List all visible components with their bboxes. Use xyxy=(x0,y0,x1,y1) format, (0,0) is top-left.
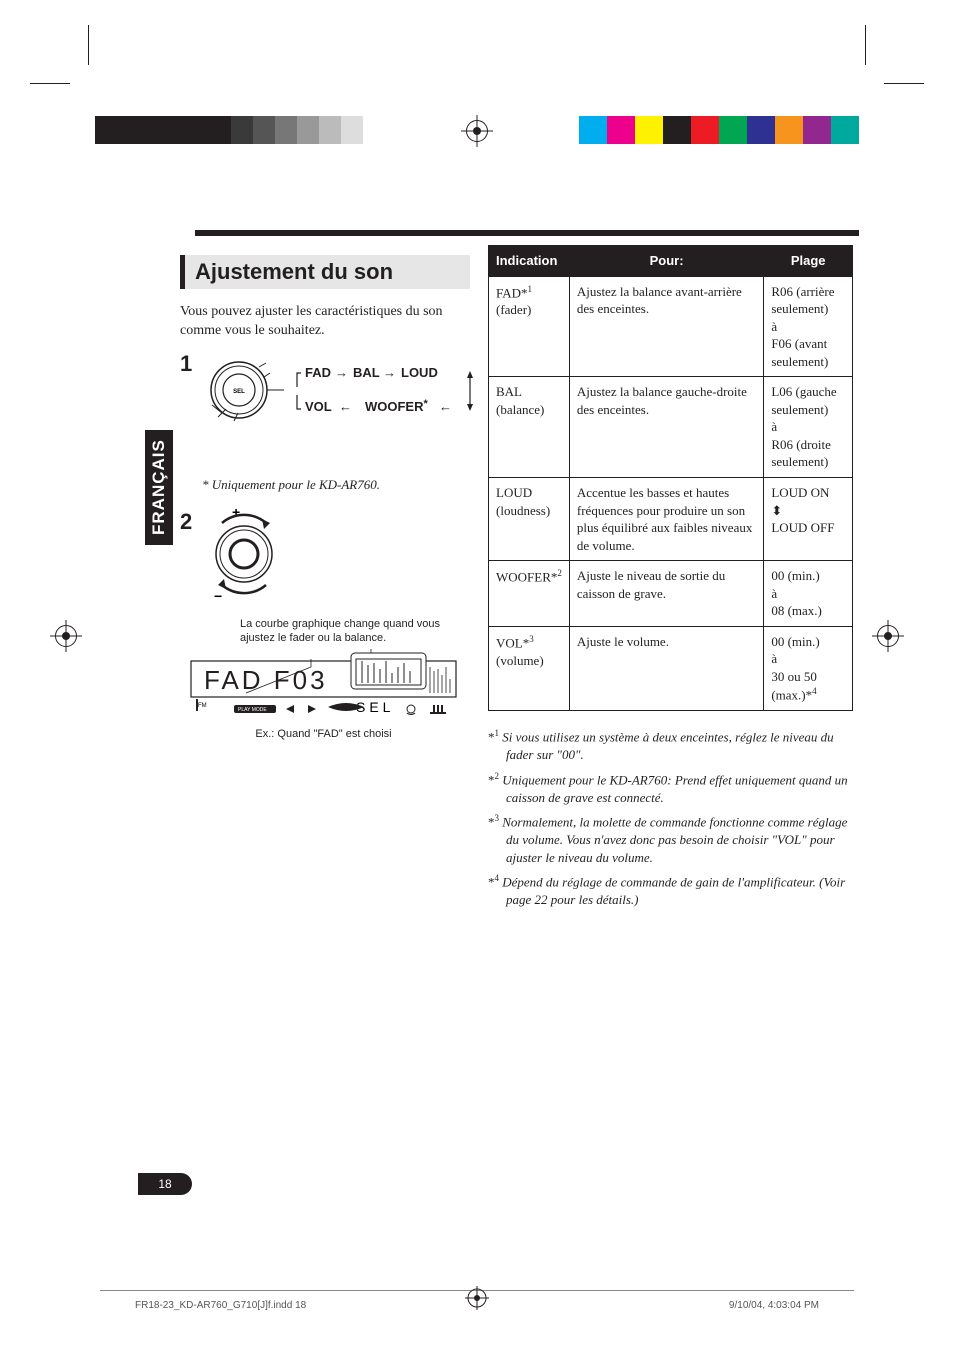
cell-pour: Ajuste le volume. xyxy=(569,626,763,711)
cell-pour: Ajuste le niveau de sortie du caisson de… xyxy=(569,561,763,627)
arrow-icon: → xyxy=(383,365,396,380)
color-swatch xyxy=(663,116,691,144)
step-2: 2 + − xyxy=(180,509,470,609)
language-tab: FRANÇAIS xyxy=(145,430,173,545)
footnote: *3 Normalement, la molette de commande f… xyxy=(488,812,853,866)
curve-note: La courbe graphique change quand vous aj… xyxy=(240,617,470,646)
cell-plage: L06 (gauche seulement)àR06 (droite seule… xyxy=(764,377,853,478)
color-swatch xyxy=(747,116,775,144)
gray-swatch xyxy=(129,116,163,144)
svg-text:FM: FM xyxy=(198,703,207,709)
color-swatch xyxy=(635,116,663,144)
color-bars-left xyxy=(95,116,363,144)
svg-text:SEL: SEL xyxy=(233,389,245,395)
gray-swatch xyxy=(95,116,129,144)
cell-pour: Ajustez la balance avant-arrière des enc… xyxy=(569,276,763,377)
gray-swatch xyxy=(197,116,231,144)
flow-vol: VOL xyxy=(305,399,332,414)
flow-loud: LOUD xyxy=(401,365,438,380)
th-plage: Plage xyxy=(764,246,853,277)
cell-indication: FAD*1(fader) xyxy=(489,276,570,377)
gray-swatch xyxy=(341,116,363,144)
arrow-icon: ← xyxy=(439,399,452,414)
display-caption: Ex.: Quand "FAD" est choisi xyxy=(186,728,461,740)
gray-swatch xyxy=(231,116,253,144)
section-title: Ajustement du son xyxy=(195,259,470,285)
th-indication: Indication xyxy=(489,246,570,277)
registration-target-right xyxy=(877,625,899,647)
cell-indication: LOUD(loudness) xyxy=(489,478,570,561)
right-column: Indication Pour: Plage FAD*1(fader)Ajust… xyxy=(488,245,853,915)
color-swatch xyxy=(775,116,803,144)
gray-swatch xyxy=(275,116,297,144)
svg-text:−: − xyxy=(214,588,222,604)
settings-table: Indication Pour: Plage FAD*1(fader)Ajust… xyxy=(488,245,853,711)
arrow-icon: ← xyxy=(339,399,352,414)
flow-bal: BAL xyxy=(353,365,380,380)
flow-fad: FAD xyxy=(305,365,331,380)
color-bars-right xyxy=(579,116,859,144)
color-swatch xyxy=(719,116,747,144)
footer-filename: FR18-23_KD-AR760_G710[J]f.indd 18 xyxy=(135,1300,306,1311)
color-swatch xyxy=(691,116,719,144)
color-swatch xyxy=(579,116,607,144)
svg-text:PLAY MODE: PLAY MODE xyxy=(238,707,267,713)
crop-corner-tl xyxy=(30,25,90,85)
table-row: LOUD(loudness)Accentue les basses et hau… xyxy=(489,478,853,561)
color-swatch xyxy=(607,116,635,144)
gray-swatch xyxy=(163,116,197,144)
cell-indication: WOOFER*2 xyxy=(489,561,570,627)
table-header-row: Indication Pour: Plage xyxy=(489,246,853,277)
footnote-asterisk: * Uniquement pour le KD-AR760. xyxy=(202,477,470,493)
cell-plage: R06 (arrière seulement)àF06 (avant seule… xyxy=(764,276,853,377)
step-1-number: 1 xyxy=(180,351,192,377)
cell-pour: Accentue les basses et hautes fréquences… xyxy=(569,478,763,561)
intro-text: Vous pouvez ajuster les caractéristiques… xyxy=(180,303,470,341)
section-title-box: Ajustement du son xyxy=(180,255,470,289)
header-rule xyxy=(195,230,859,236)
gray-swatch xyxy=(253,116,275,144)
footer-timestamp: 9/10/04, 4:03:04 PM xyxy=(729,1300,819,1311)
registration-target-bottom xyxy=(465,1286,489,1315)
footnote: *1 Si vous utilisez un système à deux en… xyxy=(488,727,853,763)
radio-display: FAD F03 SEL FM xyxy=(186,649,461,740)
cell-plage: 00 (min.)à30 ou 50 (max.)*4 xyxy=(764,626,853,711)
cell-pour: Ajustez la balance gauche-droite des enc… xyxy=(569,377,763,478)
color-swatch xyxy=(803,116,831,144)
gray-swatch xyxy=(297,116,319,144)
th-pour: Pour: xyxy=(569,246,763,277)
cell-indication: BAL(balance) xyxy=(489,377,570,478)
flow-woofer: WOOFER* xyxy=(365,399,428,414)
step-1: 1 SEL xyxy=(180,355,470,465)
cell-plage: 00 (min.)à08 (max.) xyxy=(764,561,853,627)
footnote: *2 Uniquement pour le KD-AR760: Prend ef… xyxy=(488,770,853,806)
gray-swatch xyxy=(319,116,341,144)
cell-plage: LOUD ON⬍LOUD OFF xyxy=(764,478,853,561)
arrow-icon: → xyxy=(335,365,348,380)
crop-corner-tr xyxy=(864,25,924,85)
table-row: BAL(balance)Ajustez la balance gauche-dr… xyxy=(489,377,853,478)
color-swatch xyxy=(831,116,859,144)
table-row: VOL*3(volume)Ajuste le volume.00 (min.)à… xyxy=(489,626,853,711)
left-column: Ajustement du son Vous pouvez ajuster le… xyxy=(180,255,470,740)
signal-flow: FAD → BAL → LOUD VOL ← WOOFER* ← xyxy=(295,365,475,425)
cell-indication: VOL*3(volume) xyxy=(489,626,570,711)
page-number: 18 xyxy=(138,1173,192,1195)
knob-2-illustration: + − xyxy=(204,509,470,609)
step-2-number: 2 xyxy=(180,509,192,535)
footnote: *4 Dépend du réglage de commande de gain… xyxy=(488,872,853,908)
footnotes: *1 Si vous utilisez un système à deux en… xyxy=(488,727,853,908)
svg-text:FAD F03: FAD F03 xyxy=(204,665,328,695)
page-content: FRANÇAIS Ajustement du son Vous pouvez a… xyxy=(100,245,855,1195)
table-row: FAD*1(fader)Ajustez la balance avant-arr… xyxy=(489,276,853,377)
registration-target-left xyxy=(55,625,77,647)
table-row: WOOFER*2Ajuste le niveau de sortie du ca… xyxy=(489,561,853,627)
registration-target-top xyxy=(466,120,488,142)
